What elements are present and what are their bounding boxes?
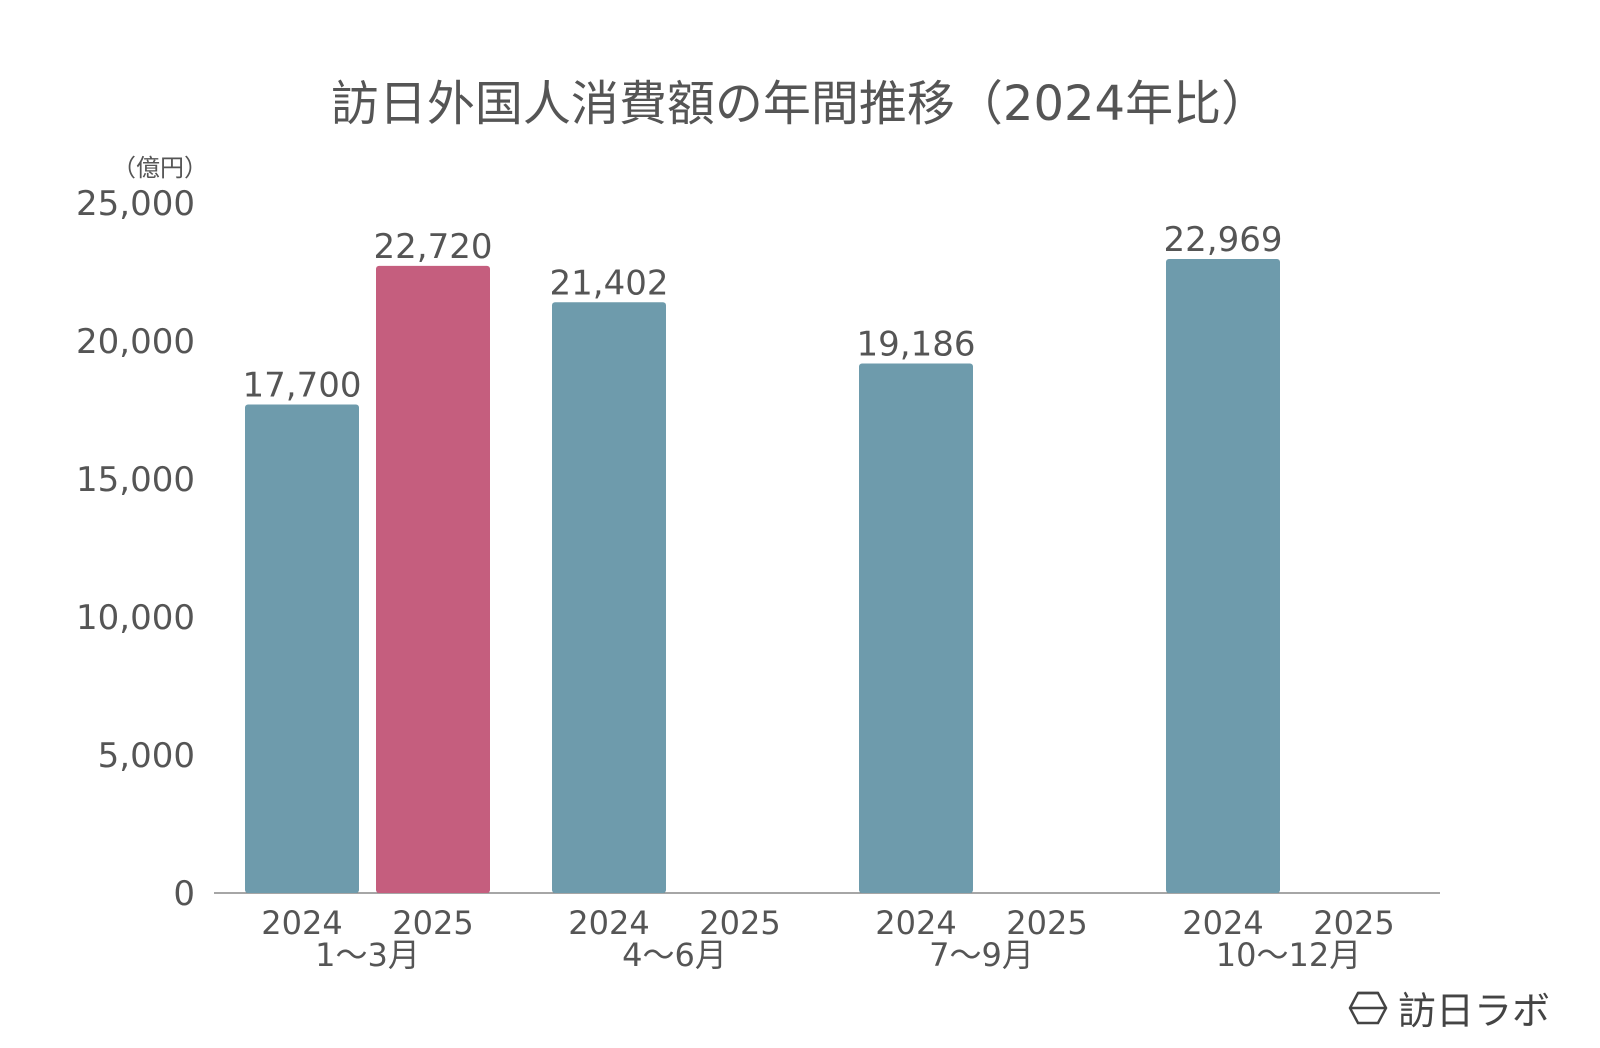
- y-tick-label: 25,000: [76, 184, 195, 224]
- x-tick-label-year: 2024: [568, 904, 649, 942]
- brand-logo: 訪日ラボ: [1348, 980, 1550, 1035]
- bar-value-label: 19,186: [857, 324, 976, 364]
- x-group-label: 7〜9月: [929, 936, 1034, 974]
- bar-2024: [552, 302, 666, 893]
- x-group-label: 10〜12月: [1216, 936, 1361, 974]
- bar-2024: [1166, 259, 1280, 893]
- x-tick-label-year: 2024: [1182, 904, 1263, 942]
- x-group-label: 4〜6月: [622, 936, 727, 974]
- x-tick-label-year: 2025: [392, 904, 473, 942]
- y-tick-label: 10,000: [76, 598, 195, 638]
- y-axis-unit-label: （億円）: [112, 154, 208, 182]
- bar-value-label: 21,402: [550, 263, 669, 303]
- chart-title: 訪日外国人消費額の年間推移（2024年比）: [330, 76, 1270, 132]
- bar-value-label: 22,969: [1164, 220, 1283, 260]
- x-tick-label-year: 2024: [875, 904, 956, 942]
- diamond-logo-icon: [1348, 991, 1388, 1024]
- x-tick-label-year: 2024: [261, 904, 342, 942]
- bar-value-label: 22,720: [374, 227, 493, 267]
- bar-value-label: 17,700: [243, 365, 362, 405]
- y-tick-label: 20,000: [76, 322, 195, 362]
- bar-2025: [376, 265, 490, 894]
- bar-2024: [245, 404, 359, 893]
- y-tick-label: 0: [173, 874, 195, 914]
- y-tick-label: 15,000: [76, 460, 195, 500]
- x-tick-label-year: 2025: [1006, 904, 1087, 942]
- y-tick-label: 5,000: [98, 736, 195, 776]
- bar-2024: [859, 363, 973, 893]
- brand-name: 訪日ラボ: [1398, 989, 1551, 1033]
- x-group-label: 1〜3月: [315, 936, 420, 974]
- x-tick-label-year: 2025: [1313, 904, 1394, 942]
- x-tick-label-year: 2025: [699, 904, 780, 942]
